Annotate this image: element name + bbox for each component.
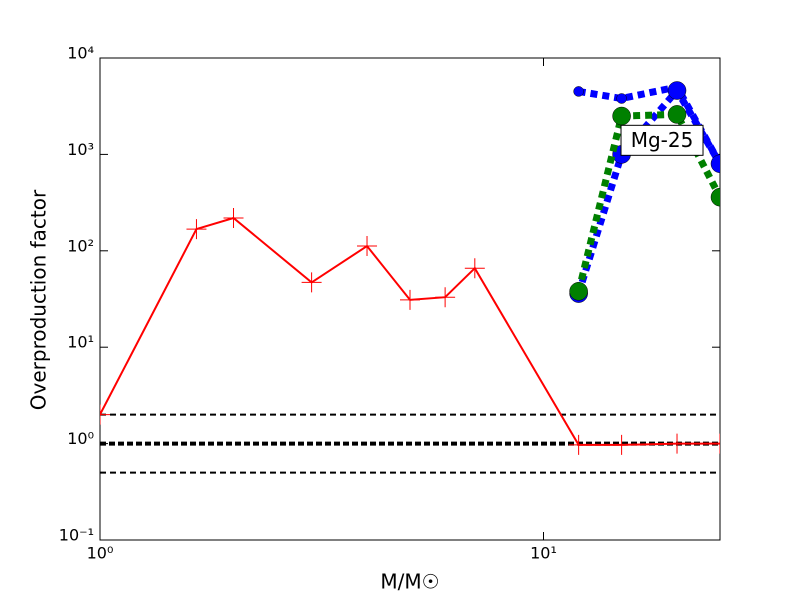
- marker: [710, 433, 720, 454]
- marker: [464, 258, 485, 279]
- x-tick-label: 10¹: [530, 544, 557, 563]
- marker: [667, 81, 687, 100]
- series-line: [575, 84, 720, 295]
- marker: [435, 287, 456, 308]
- marker: [710, 154, 720, 173]
- x-tick-label: 10⁰: [87, 544, 114, 563]
- marker: [100, 404, 110, 425]
- marker: [667, 433, 688, 454]
- marker: [611, 434, 632, 455]
- marker: [667, 105, 687, 124]
- marker: [400, 289, 420, 310]
- marker: [301, 272, 322, 293]
- marker: [186, 219, 207, 240]
- marker: [568, 434, 589, 455]
- marker: [710, 187, 720, 207]
- annotation: Mg-25: [631, 128, 694, 152]
- marker: [357, 236, 378, 257]
- marker: [223, 207, 244, 228]
- x-axis-label: M/M☉: [380, 570, 439, 594]
- y-tick-label: 10⁴: [67, 44, 94, 63]
- y-tick-label: 10¹: [67, 333, 94, 352]
- y-axis-label: Overproduction factor: [27, 189, 51, 410]
- annotation-box: [620, 124, 704, 156]
- y-tick-label: 10²: [67, 236, 94, 255]
- y-tick-label: 10³: [67, 140, 94, 159]
- y-tick-label: 10⁻¹: [59, 526, 94, 545]
- y-tick-label: 10⁰: [67, 429, 94, 448]
- marker: [612, 106, 631, 126]
- marker: [569, 282, 588, 301]
- marker: [616, 93, 627, 104]
- marker: [573, 86, 584, 97]
